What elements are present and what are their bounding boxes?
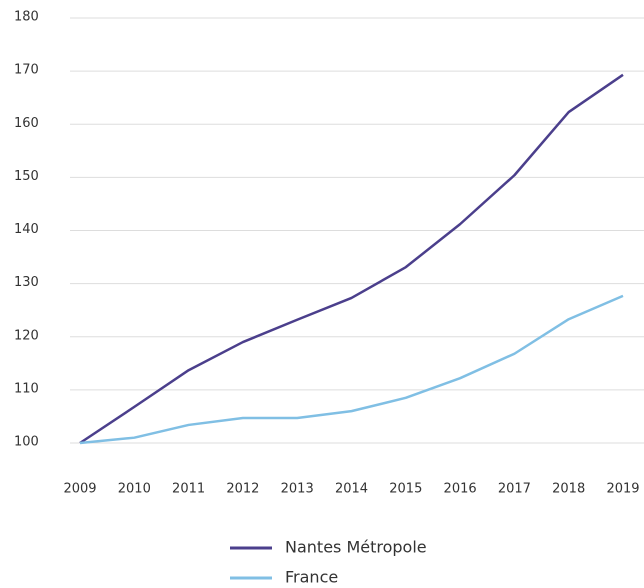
line [79,73,624,445]
x-tick-label: 2012 [226,482,259,497]
y-tick-label: 100 [14,435,39,450]
x-tick-label: 2010 [118,482,151,497]
y-tick-label: 160 [14,116,39,131]
y-tick-label: 150 [14,169,39,184]
x-tick-label: 2016 [444,482,477,497]
line [79,294,624,445]
x-tick-label: 2009 [63,482,96,497]
x-tick-label: 2017 [498,482,531,497]
y-tick-label: 120 [14,328,39,343]
y-tick-label: 170 [14,63,39,78]
x-tick-label: 2013 [281,482,314,497]
legend-label: France [285,568,338,587]
legend-label: Nantes Métropole [285,538,427,557]
x-tick-label: 2014 [335,482,368,497]
y-tick-label: 140 [14,222,39,237]
y-tick-label: 180 [14,10,39,25]
x-tick-label: 2019 [606,482,639,497]
x-tick-label: 2015 [389,482,422,497]
x-tick-label: 2018 [552,482,585,497]
y-tick-label: 130 [14,275,39,290]
y-tick-label: 110 [14,381,39,396]
x-tick-label: 2011 [172,482,205,497]
